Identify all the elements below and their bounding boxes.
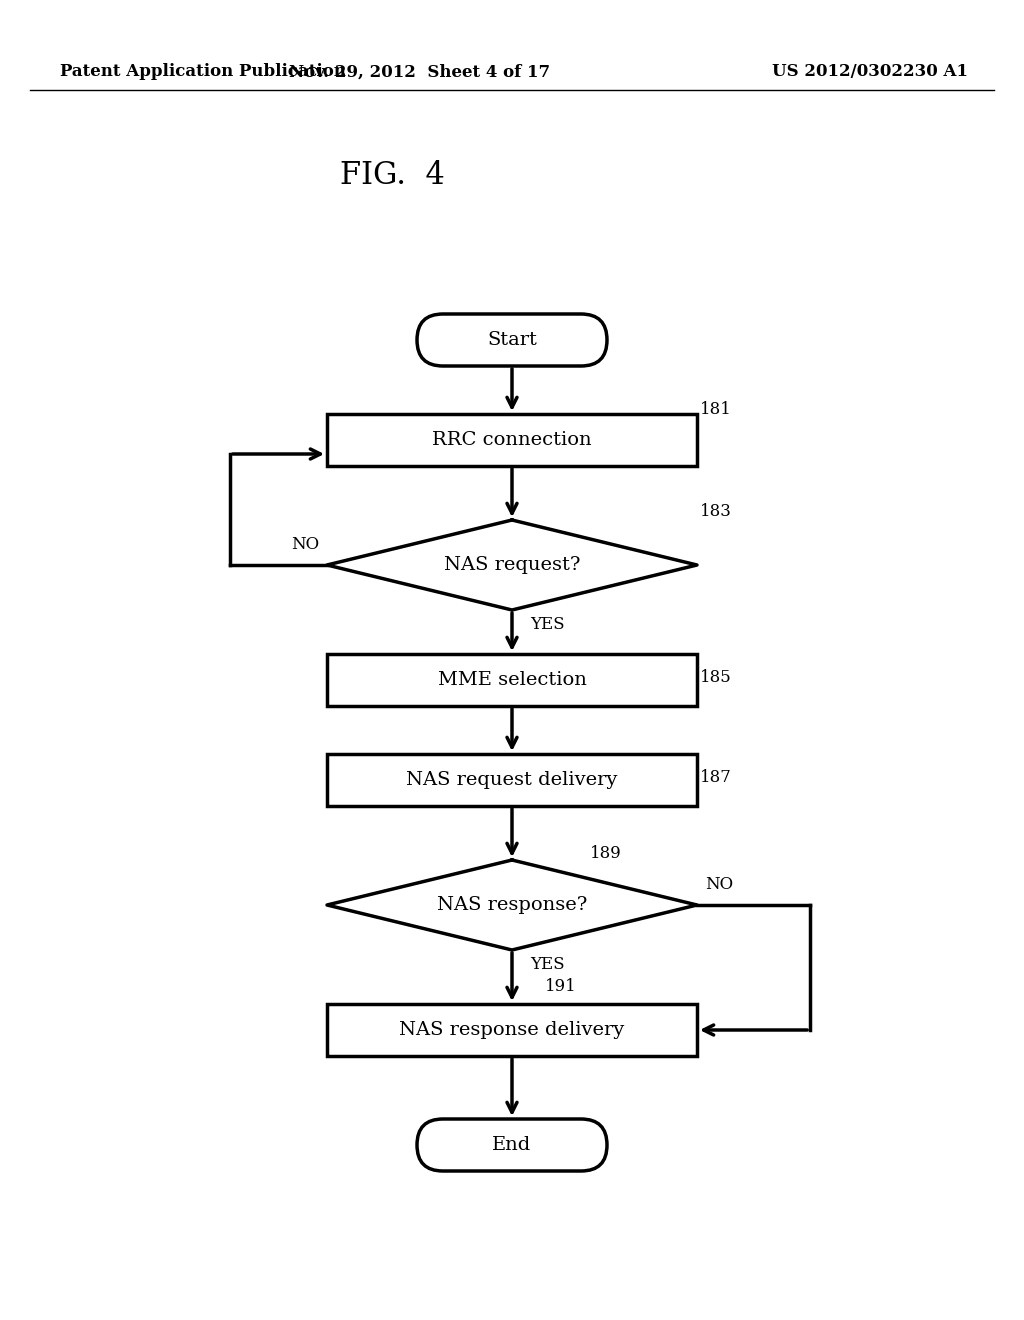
Bar bbox=[327, 754, 697, 807]
Text: 187: 187 bbox=[700, 770, 732, 787]
Text: YES: YES bbox=[530, 956, 564, 973]
Text: MME selection: MME selection bbox=[437, 671, 587, 689]
Text: NO: NO bbox=[291, 536, 319, 553]
Text: Nov. 29, 2012  Sheet 4 of 17: Nov. 29, 2012 Sheet 4 of 17 bbox=[290, 63, 551, 81]
Text: NAS request delivery: NAS request delivery bbox=[407, 771, 617, 789]
Text: Start: Start bbox=[487, 331, 537, 348]
Text: NAS response delivery: NAS response delivery bbox=[399, 1020, 625, 1039]
Text: End: End bbox=[493, 1137, 531, 1154]
Text: YES: YES bbox=[530, 616, 564, 634]
Text: NAS request?: NAS request? bbox=[443, 556, 581, 574]
Text: Patent Application Publication: Patent Application Publication bbox=[60, 63, 346, 81]
Polygon shape bbox=[327, 520, 697, 610]
Text: 183: 183 bbox=[700, 503, 732, 520]
Text: 181: 181 bbox=[700, 401, 732, 418]
Polygon shape bbox=[327, 861, 697, 950]
Bar bbox=[327, 414, 697, 466]
Bar bbox=[327, 1005, 697, 1056]
Text: FIG.  4: FIG. 4 bbox=[340, 160, 444, 190]
FancyBboxPatch shape bbox=[417, 314, 607, 366]
FancyBboxPatch shape bbox=[417, 1119, 607, 1171]
Bar bbox=[327, 653, 697, 706]
Text: NAS response?: NAS response? bbox=[437, 896, 587, 913]
Text: US 2012/0302230 A1: US 2012/0302230 A1 bbox=[772, 63, 968, 81]
Text: 191: 191 bbox=[545, 978, 577, 995]
Text: RRC connection: RRC connection bbox=[432, 432, 592, 449]
Text: NO: NO bbox=[705, 876, 733, 894]
Text: 189: 189 bbox=[590, 845, 622, 862]
Text: 185: 185 bbox=[700, 669, 732, 686]
